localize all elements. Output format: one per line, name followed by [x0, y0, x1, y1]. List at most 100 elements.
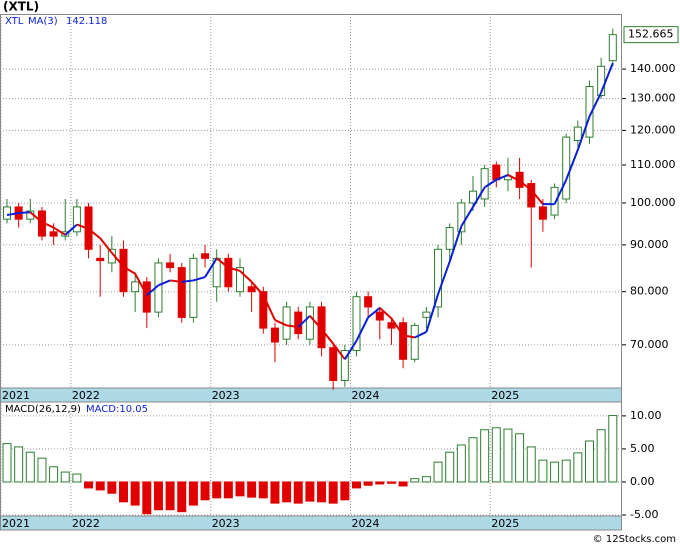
macd-bar	[177, 481, 187, 513]
ma-segment	[414, 331, 427, 339]
last-price-label: 152.665	[628, 28, 674, 41]
ma-segment	[390, 317, 404, 336]
macd-bar	[130, 481, 140, 506]
macd-bar	[561, 459, 571, 483]
candle-body	[562, 136, 571, 200]
x-tick-label: 2022	[72, 389, 100, 402]
ma-segment	[64, 223, 78, 236]
candle-body	[364, 296, 373, 308]
ma-segment	[437, 261, 451, 295]
candle-body	[189, 257, 198, 318]
ma-segment	[146, 284, 160, 296]
macd-value: MACD:10.05	[86, 404, 148, 415]
ma-segment	[472, 186, 486, 208]
macd-bar	[573, 452, 583, 483]
ma-segment	[29, 211, 43, 223]
macd-bar	[410, 478, 420, 483]
date-band	[0, 515, 622, 531]
ma-segment	[122, 265, 136, 275]
macd-bar	[445, 451, 455, 483]
macd-bar	[212, 481, 222, 499]
macd-bar	[84, 481, 94, 489]
ma-segment	[228, 266, 241, 272]
x-tick-label: 2025	[491, 389, 519, 402]
candle-body	[480, 168, 489, 200]
candle-body	[329, 347, 338, 381]
candle-body	[608, 34, 617, 62]
candle-body	[224, 257, 233, 288]
macd-bar	[282, 481, 292, 503]
macd-bar	[328, 481, 338, 504]
candle-body	[410, 324, 419, 360]
candle-body	[375, 311, 384, 321]
macd-bar	[596, 429, 606, 483]
ma-segment	[204, 257, 218, 278]
ma-segment	[111, 252, 125, 268]
macd-bar	[235, 481, 245, 497]
macd-bar	[25, 451, 35, 483]
macd-bar	[608, 415, 618, 483]
ma-segment	[379, 307, 393, 320]
candle-body	[585, 86, 594, 138]
macd-title: MACD(26,12,9)	[5, 404, 81, 415]
footer: © 12Stocks.com	[593, 534, 676, 545]
date-band	[0, 387, 622, 403]
macd-bar	[165, 481, 175, 511]
ma-segment	[250, 281, 265, 296]
ma-segment	[495, 173, 509, 181]
ma-segment	[530, 189, 544, 205]
macd-bar	[258, 481, 268, 499]
x-tick-label: 2024	[352, 517, 380, 530]
ma-segment	[553, 179, 568, 205]
ma-segment	[425, 293, 440, 333]
candle-body	[457, 202, 466, 233]
candle-body	[177, 267, 186, 318]
candle-body	[236, 267, 244, 293]
candle-body	[72, 206, 81, 233]
ma-segment	[484, 178, 497, 189]
candle-body	[399, 322, 408, 360]
macd-bar	[503, 428, 513, 483]
macd-bar	[386, 481, 396, 484]
ma-segment	[41, 221, 55, 229]
y-tick-label: 5.00	[630, 442, 655, 455]
macd-bar	[247, 481, 257, 498]
macd-bar	[142, 481, 152, 515]
macd-bar	[550, 461, 560, 483]
candle-body	[131, 281, 140, 293]
macd-bar	[72, 473, 82, 483]
ma-segment	[565, 149, 579, 181]
ma-segment	[367, 307, 381, 319]
ma-segment	[158, 279, 171, 287]
y-tick-label: 90.000	[630, 238, 669, 251]
candle-body	[317, 306, 326, 349]
macd-bar	[305, 481, 315, 502]
candle-body	[387, 322, 396, 329]
legend-symbol: XTL	[5, 16, 24, 27]
legend-ma-value: 142.118	[66, 16, 107, 27]
macd-bar	[270, 481, 280, 504]
macd-bar	[317, 481, 327, 503]
macd-bar	[95, 481, 105, 491]
macd-bar	[421, 476, 431, 483]
ma-segment	[344, 340, 358, 360]
ma-segment	[181, 279, 194, 283]
ma-segment	[87, 228, 101, 240]
ma-segment	[18, 211, 31, 215]
ma-segment	[355, 316, 370, 342]
macd-bar	[526, 446, 536, 483]
ma-segment	[134, 273, 148, 296]
ma-segment	[99, 237, 113, 254]
ma-segment	[286, 324, 299, 329]
y-tick-label: 130.000	[630, 92, 676, 105]
ma-segment	[518, 180, 532, 191]
candle-body	[282, 306, 291, 340]
ma-segment	[6, 212, 19, 217]
macd-bar	[456, 444, 466, 483]
ma-segment	[53, 226, 66, 236]
candle-body	[445, 227, 454, 250]
candle-body	[294, 311, 303, 335]
ma-segment	[262, 294, 276, 321]
candle-body	[270, 327, 279, 343]
